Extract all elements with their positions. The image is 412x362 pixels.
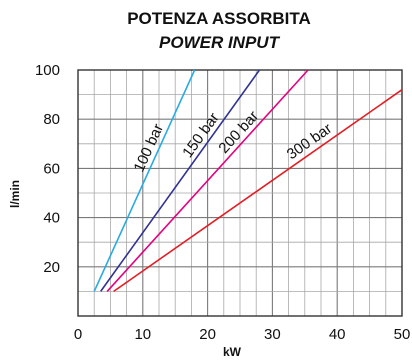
- plot-frame: [77, 69, 403, 317]
- x-axis-ticks: 0 10 20 30 40 50: [74, 326, 411, 343]
- chart-grid: [77, 69, 403, 317]
- series-line-100-bar: [93, 69, 196, 292]
- x-tick-label: 50: [394, 326, 411, 343]
- series-label-150-bar: 150 bar: [179, 110, 222, 161]
- series-line-300-bar: [113, 89, 403, 293]
- x-axis-label: kW: [223, 345, 242, 359]
- x-tick-label: 40: [329, 326, 346, 343]
- x-tick-label: 20: [199, 326, 216, 343]
- x-tick-label: 30: [264, 326, 281, 343]
- series-label-100-bar: 100 bar: [131, 121, 168, 174]
- y-axis-ticks: 20 40 60 80 100: [35, 62, 60, 276]
- x-tick-label: 10: [134, 326, 151, 343]
- y-axis-label: l/min: [8, 180, 22, 208]
- chart-subtitle: POWER INPUT: [159, 33, 281, 52]
- y-tick-label: 20: [43, 259, 60, 276]
- series-line-150-bar: [100, 69, 261, 292]
- y-tick-label: 40: [43, 210, 60, 227]
- y-tick-label: 80: [43, 111, 60, 128]
- series-line-200-bar: [106, 69, 309, 292]
- chart-series: [93, 69, 403, 293]
- y-tick-label: 100: [35, 62, 60, 79]
- y-tick-label: 60: [43, 160, 60, 177]
- chart-title: POTENZA ASSORBITA: [127, 9, 311, 28]
- x-tick-label: 0: [74, 326, 82, 343]
- series-label-200-bar: 200 bar: [215, 108, 262, 157]
